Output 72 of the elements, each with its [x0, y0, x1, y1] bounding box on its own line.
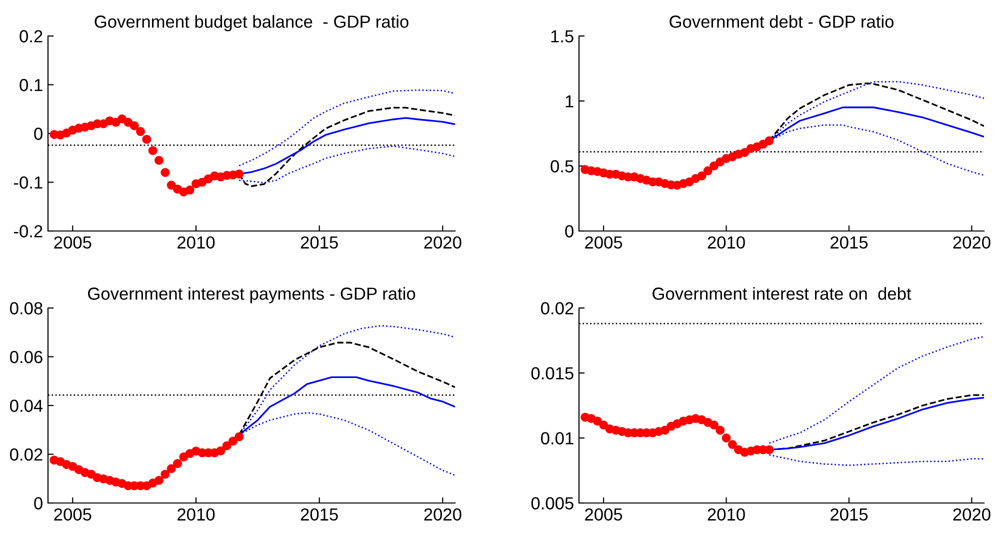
point [728, 440, 737, 449]
y-tick-label: 0.06 [10, 350, 42, 364]
point [166, 464, 176, 474]
x-tick-label: 2005 [585, 508, 622, 521]
point [166, 180, 176, 190]
y-tick-label: 0 [565, 225, 574, 238]
x-tick-label: 2005 [54, 236, 92, 249]
y-tick-label: 0.1 [20, 78, 42, 92]
point [173, 459, 182, 468]
y-tick-label: 0 [34, 497, 42, 510]
x-tick-label: 2015 [300, 508, 338, 521]
x-tick-label: 2005 [54, 508, 92, 521]
chart-title: Government interest rate on debt [652, 287, 912, 300]
point [160, 168, 170, 177]
point [234, 169, 244, 178]
x-tick-label: 2015 [830, 236, 868, 249]
point [124, 118, 133, 127]
y-tick-label: 0 [34, 128, 42, 140]
point [142, 134, 152, 144]
x-tick-label: 2010 [178, 508, 215, 521]
point [160, 470, 170, 479]
point [697, 171, 706, 180]
y-tick-label: 0.08 [10, 302, 42, 314]
point [710, 420, 718, 430]
y-tick-label: 1 [566, 95, 574, 108]
y-tick-label: 0.04 [10, 400, 43, 412]
y-tick-label: 1.5 [551, 30, 574, 42]
point [154, 476, 164, 485]
point [764, 136, 774, 146]
y-tick-label: 0.015 [531, 367, 574, 380]
point [185, 186, 194, 195]
x-tick-label: 2010 [708, 508, 745, 521]
point [130, 121, 139, 130]
point [228, 436, 238, 446]
point [234, 432, 244, 442]
point [716, 426, 725, 435]
x-tick-label: 2015 [300, 236, 338, 249]
y-tick-label: 0.2 [20, 30, 42, 42]
y-tick-label: -0.2 [14, 225, 42, 238]
chart-title: Government debt - GDP ratio [670, 15, 894, 28]
x-tick-label: 2020 [424, 508, 462, 521]
chart-title: Government interest payments - GDP ratio [88, 287, 416, 304]
x-tick-label: 2005 [585, 236, 622, 249]
y-tick-label: 0.02 [541, 302, 574, 314]
point [592, 416, 602, 426]
y-tick-label: -0.1 [14, 176, 42, 189]
x-tick-label: 2020 [953, 508, 990, 521]
point [148, 146, 158, 156]
point [703, 166, 712, 176]
x-tick-label: 2015 [830, 508, 868, 521]
y-tick-label: 0.005 [531, 497, 574, 510]
line-series [238, 89, 455, 166]
point [136, 127, 145, 136]
point [710, 161, 718, 170]
line-series [238, 145, 455, 184]
point [660, 426, 670, 435]
point [216, 446, 226, 456]
x-tick-label: 2020 [953, 236, 990, 249]
point [154, 156, 164, 165]
point [722, 434, 731, 442]
x-tick-label: 2010 [708, 236, 745, 249]
x-tick-label: 2010 [178, 236, 215, 249]
y-tick-label: 0.02 [10, 448, 42, 461]
chart-title: Government budget balance - GDP ratio [94, 15, 408, 32]
point [740, 148, 750, 157]
line-series [768, 336, 984, 444]
x-tick-label: 2020 [424, 236, 462, 249]
y-tick-label: 0.5 [550, 160, 574, 172]
point [222, 441, 232, 450]
point [599, 420, 608, 430]
y-tick-label: 0.01 [541, 432, 574, 444]
point [179, 452, 188, 462]
